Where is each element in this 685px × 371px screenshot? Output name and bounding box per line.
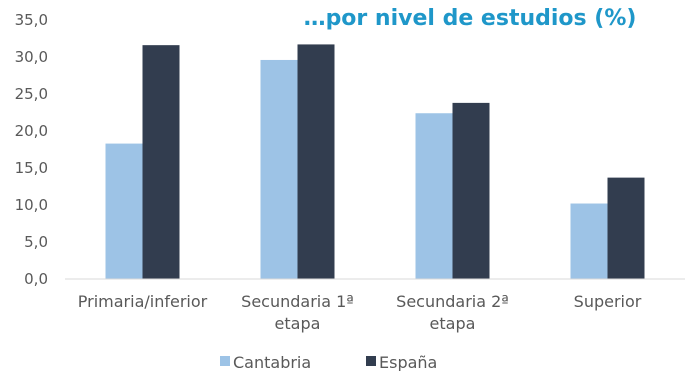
legend: Cantabria España bbox=[220, 353, 437, 371]
y-tick-label: 25,0 bbox=[15, 85, 48, 103]
x-tick-label: Primaria/inferior bbox=[78, 292, 208, 311]
y-tick-label: 5,0 bbox=[24, 233, 48, 251]
bar-espana-3 bbox=[607, 177, 645, 279]
bar-cantabria-3 bbox=[570, 203, 608, 279]
bar-espana-0 bbox=[142, 45, 180, 279]
legend-swatch-cantabria bbox=[220, 356, 230, 366]
legend-swatch-espana bbox=[366, 356, 376, 366]
y-tick-label: 20,0 bbox=[15, 122, 48, 140]
chart-title: …por nivel de estudios (%) bbox=[304, 6, 637, 31]
y-tick-label: 0,0 bbox=[24, 270, 48, 288]
y-tick-label: 10,0 bbox=[15, 196, 48, 214]
bar-espana-2 bbox=[452, 102, 490, 279]
x-tick-label: Secundaria 2ª bbox=[396, 292, 509, 311]
y-axis-ticks: 0,0 5,0 10,0 15,0 20,0 25,0 30,0 35,0 bbox=[15, 11, 48, 288]
x-tick-label: Secundaria 1ª bbox=[241, 292, 354, 311]
x-tick-label: etapa bbox=[430, 314, 476, 333]
x-axis-labels: Primaria/inferior Secundaria 1ª etapa Secun… bbox=[78, 292, 642, 333]
bar-cantabria-0 bbox=[105, 143, 143, 279]
legend-label-espana: España bbox=[379, 353, 437, 371]
legend-label-cantabria: Cantabria bbox=[233, 353, 311, 371]
y-tick-label: 30,0 bbox=[15, 48, 48, 66]
bar-cantabria-2 bbox=[415, 113, 453, 280]
bar-espana-1 bbox=[297, 44, 335, 279]
y-tick-label: 35,0 bbox=[15, 11, 48, 29]
bars bbox=[105, 44, 645, 280]
x-tick-label: Superior bbox=[574, 292, 642, 311]
x-tick-label: etapa bbox=[275, 314, 321, 333]
bar-cantabria-1 bbox=[260, 59, 298, 280]
y-tick-label: 15,0 bbox=[15, 159, 48, 177]
